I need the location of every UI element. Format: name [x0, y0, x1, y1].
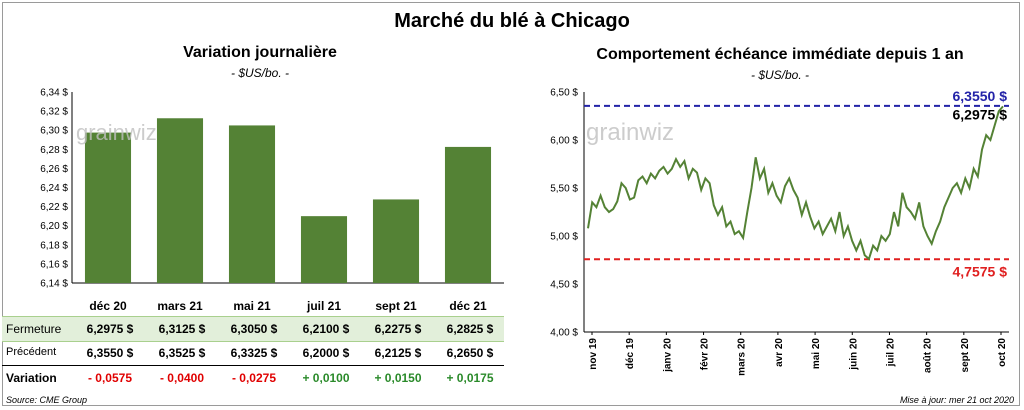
table-row-fermeture: Fermeture 6,2975 $ 6,3125 $ 6,3050 $ 6,2… [2, 316, 504, 342]
table-cell: 6,2000 $ [302, 346, 350, 360]
y-tick-label: 6,28 $ [40, 145, 68, 156]
table-cell: 6,2975 $ [86, 322, 134, 336]
right-watermark: grainwiz [586, 119, 674, 146]
price-series-line [587, 105, 1004, 261]
x-tick-label: mai 20 [811, 338, 822, 370]
source-note: Source: CME Group [6, 395, 88, 405]
y-tick-label: 6,16 $ [40, 259, 68, 270]
chart-frame [2, 2, 1020, 406]
table-cell: 6,2125 $ [374, 346, 422, 360]
x-tick-label: août 20 [923, 338, 934, 373]
bar [84, 132, 132, 283]
x-tick-label: juil 20 [885, 338, 896, 368]
left-chart-unit: - $US/bo. - [230, 66, 290, 80]
table-cell: 6,2275 $ [374, 322, 422, 336]
row-label: Variation [6, 371, 57, 385]
y-tick-label: 6,22 $ [40, 202, 68, 213]
x-category-label: déc 20 [89, 299, 127, 313]
row-label: Fermeture [6, 322, 62, 336]
y-tick-label: 6,14 $ [40, 279, 68, 290]
y-tick-label: 6,32 $ [40, 107, 68, 118]
left-watermark: grainwiz [76, 120, 157, 145]
table-cell: 6,2650 $ [446, 346, 494, 360]
x-tick-label: sept 20 [960, 338, 971, 373]
x-category-label: mai 21 [233, 299, 271, 313]
bar-chart: 6,14 $ 6,16 $ 6,18 $ 6,20 $ 6,22 $ 6,24 $ 6,26… [40, 88, 504, 290]
bar [156, 118, 204, 283]
x-category-label: déc 21 [449, 299, 487, 313]
y-tick-label: 6,20 $ [40, 221, 68, 232]
bar [372, 199, 420, 283]
x-category-label: mars 21 [157, 299, 203, 313]
table-cell: 6,2100 $ [302, 322, 350, 336]
line-chart: 4,00 $ 4,50 $ 5,00 $ 5,50 $ 6,00 $ 6,50 $ gra… [550, 88, 1009, 376]
bar [228, 125, 276, 283]
x-tick-label: janv 20 [662, 338, 673, 373]
right-chart-title: Comportement échéance immédiate depuis 1… [596, 46, 964, 63]
left-chart-title: Variation journalière [183, 44, 337, 61]
high-value-label: 6,3550 $ [953, 88, 1008, 104]
bar [300, 216, 348, 283]
table-cell: 6,2825 $ [446, 322, 494, 336]
y-tick-label: 5,00 $ [550, 232, 578, 243]
x-tick-label: avr 20 [774, 338, 785, 367]
table-row-variation: Variation - 0,0575 - 0,0400 - 0,0275 + 0… [2, 366, 504, 390]
table-cell: + 0,0100 [302, 371, 350, 385]
y-tick-label: 6,50 $ [550, 88, 578, 99]
low-value-label: 4,7575 $ [953, 263, 1008, 279]
table-cell: - 0,0275 [231, 371, 277, 385]
table-cell: - 0,0575 [87, 371, 133, 385]
row-label: Précédent [6, 346, 57, 358]
y-tick-label: 6,26 $ [40, 164, 68, 175]
y-tick-label: 6,18 $ [40, 240, 68, 251]
x-tick-label: juin 20 [848, 338, 859, 371]
table-row-precedent: Précédent 6,3550 $ 6,3525 $ 6,3325 $ 6,2… [2, 341, 504, 366]
table-cell: 6,3125 $ [158, 322, 206, 336]
table-cell: - 0,0400 [159, 371, 205, 385]
y-tick-label: 6,00 $ [550, 136, 578, 147]
y-tick-label: 4,50 $ [550, 280, 578, 291]
x-category-label: juil 21 [306, 299, 341, 313]
y-tick-label: 6,30 $ [40, 126, 68, 137]
main-title: Marché du blé à Chicago [394, 10, 630, 32]
x-category-label: sept 21 [375, 299, 417, 313]
x-tick-label: nov 19 [588, 338, 599, 370]
x-tick-label: mars 20 [737, 338, 748, 376]
right-chart-unit: - $US/bo. - [750, 68, 810, 82]
update-note: Mise à jour: mer 21 oct 2020 [899, 395, 1014, 405]
table-cell: 6,3525 $ [158, 346, 206, 360]
table-cell: 6,3325 $ [230, 346, 278, 360]
x-tick-label: déc 19 [625, 338, 636, 370]
table-cell: 6,3550 $ [86, 346, 134, 360]
x-tick-label: oct 20 [997, 338, 1008, 367]
table-cell: 6,3050 $ [230, 322, 278, 336]
y-tick-label: 5,50 $ [550, 184, 578, 195]
y-tick-label: 6,24 $ [40, 183, 68, 194]
y-tick-label: 4,00 $ [550, 328, 578, 339]
x-tick-label: févr 20 [700, 338, 711, 371]
y-tick-label: 6,34 $ [40, 88, 68, 99]
last-value-label: 6,2975 $ [953, 106, 1008, 122]
table-cell: + 0,0150 [374, 371, 422, 385]
bar [444, 146, 492, 283]
table-cell: + 0,0175 [446, 371, 494, 385]
